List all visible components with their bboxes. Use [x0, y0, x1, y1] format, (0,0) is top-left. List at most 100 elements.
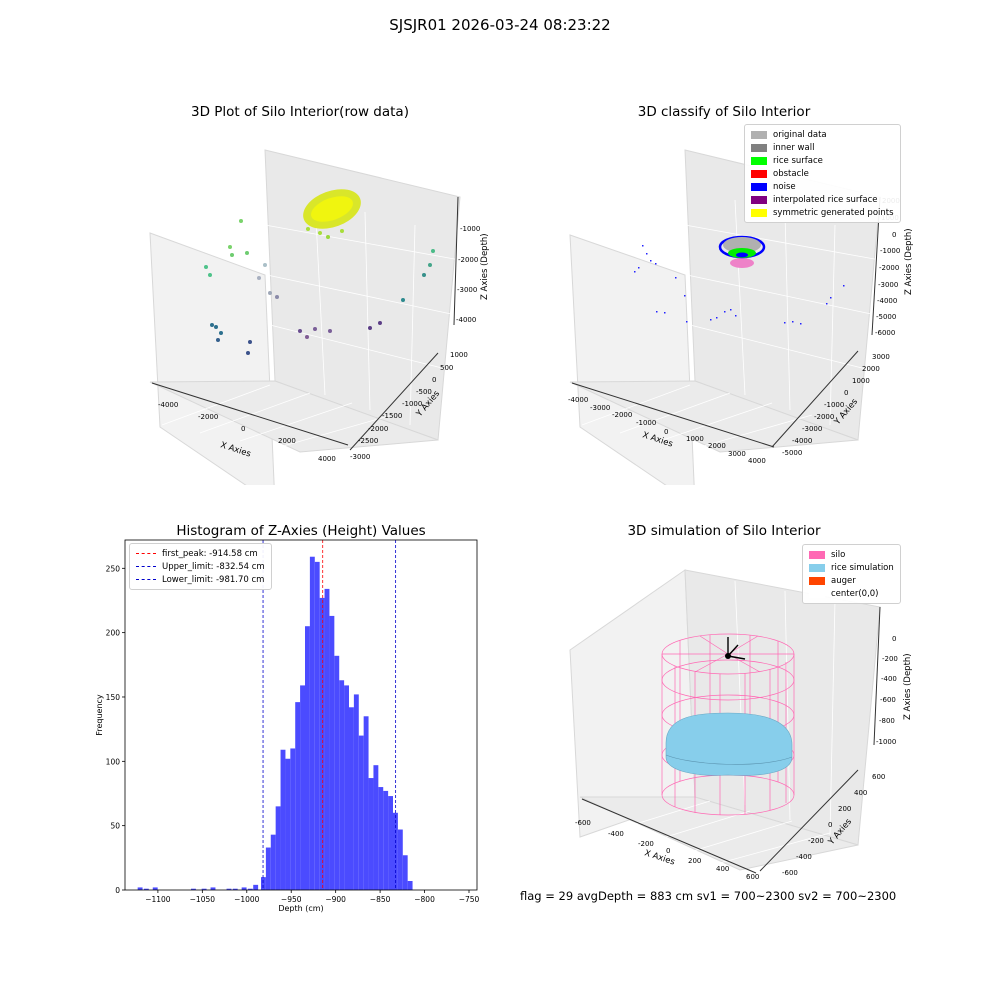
histogram-xtick: −750	[459, 895, 480, 904]
histogram-bar	[373, 765, 379, 890]
panel1-ztick: -1000	[460, 225, 480, 233]
histogram-xtick: −1100	[145, 895, 171, 904]
panel4-xtick: 0	[666, 847, 670, 855]
panel2-ytick: -2000	[814, 413, 834, 421]
panel1-axis-z: -1000 -2000 -3000 -4000 Z Axies (Depth)	[453, 196, 490, 326]
histogram-bar	[353, 694, 359, 890]
histogram-bar	[358, 735, 364, 890]
histogram-bar	[191, 888, 196, 890]
histogram-bar	[152, 887, 158, 890]
legend-swatch	[751, 143, 767, 152]
histogram-bar	[280, 749, 286, 890]
legend-item: noise	[751, 180, 894, 193]
panel4-ztick: -800	[879, 717, 895, 725]
panel4-xtick: 200	[688, 857, 701, 865]
legend-item: first_peak: -914.58 cm	[136, 547, 265, 560]
panel2-ytick: -4000	[792, 437, 812, 445]
panel2-xtick: -3000	[590, 404, 610, 412]
histogram-bar	[270, 834, 276, 890]
histogram-ytick: 200	[106, 629, 121, 638]
histogram-bar	[226, 888, 232, 890]
panel1-ytick: -2000	[368, 425, 388, 433]
panel1-ytick: -2500	[358, 437, 378, 445]
panel2-ytick: 2000	[862, 365, 880, 373]
panel2-ytick: 1000	[852, 377, 870, 385]
histogram-bar	[383, 790, 389, 890]
panel1-ytick: -500	[416, 388, 432, 396]
histogram-bar	[253, 884, 259, 890]
panel2-left-pane	[569, 234, 695, 485]
panel4-ytick: 200	[838, 805, 851, 813]
histogram-bar	[201, 888, 207, 890]
figure-title: SJSJR01 2026-03-24 08:23:22	[389, 16, 611, 34]
panel2-ztick: 0	[892, 231, 896, 239]
panel1-xtick: 4000	[318, 455, 336, 463]
legend-swatch	[751, 156, 767, 165]
histogram-bar	[232, 888, 238, 890]
histogram-bar	[261, 877, 266, 890]
panel2-axis-x: -4000 -3000 -2000 -1000 0 1000 2000 3000…	[568, 382, 775, 465]
histogram-bar	[300, 685, 305, 890]
panel2-xtick: 0	[664, 428, 668, 436]
histogram-bar	[339, 680, 345, 890]
panel1-xtick: -4000	[158, 401, 178, 409]
histogram-ytick: 50	[110, 822, 120, 831]
panel4-axis-y: 600 400 200 0 -200 -400 -600 Y Axies	[759, 769, 885, 877]
histogram-bar	[319, 597, 325, 890]
panel4-rice-simulation	[665, 712, 793, 776]
legend-swatch	[809, 563, 825, 572]
histogram-ylabel: Frequency	[95, 694, 104, 736]
panel4-ytick: 400	[854, 789, 867, 797]
panel2-xtick: -2000	[612, 411, 632, 419]
legend-swatch	[809, 550, 825, 559]
panel4-auger	[725, 637, 746, 660]
panel1-3d-plot: -4000 -2000 0 2000 4000 X Axies 1000 500…	[149, 149, 490, 485]
panel1-ytick: 0	[432, 376, 436, 384]
panel1-xtick: 0	[241, 425, 245, 433]
panel2-interpolated-surface	[730, 258, 754, 268]
histogram-bar	[290, 748, 296, 890]
histogram-bar	[285, 758, 291, 890]
panel4-ztick: -1000	[876, 738, 896, 746]
panel2-axis-z: 2000 1000 0 -1000 -2000 -3000 -4000 -500…	[871, 196, 914, 337]
panel2-floor-pane	[569, 380, 859, 453]
histogram-bar	[324, 588, 330, 890]
histogram-bar	[402, 855, 408, 890]
legend-line	[136, 553, 156, 554]
legend-item: obstacle	[751, 167, 894, 180]
panel2-ytick: -5000	[782, 449, 802, 457]
histogram-bar	[295, 702, 301, 890]
legend-item: Lower_limit: -981.70 cm	[136, 573, 265, 586]
histogram-bar	[309, 556, 315, 890]
panel2-xtick: 1000	[686, 435, 704, 443]
histogram-bar	[368, 778, 374, 890]
panel1-ztick: -4000	[456, 316, 476, 324]
legend-item: original data	[751, 128, 894, 141]
panel4-ztick: -200	[882, 655, 898, 663]
panel2-grid	[581, 199, 881, 448]
panel4-ztick: -600	[880, 696, 896, 704]
histogram-xtick: −1050	[190, 895, 216, 904]
panel4-axis-z: 0 -200 -400 -600 -800 -1000 Z Axies (Dep…	[873, 606, 913, 746]
legend-item: Upper_limit: -832.54 cm	[136, 560, 265, 573]
panel4-ytick: -400	[796, 853, 812, 861]
histogram-bar	[388, 796, 393, 890]
panel1-ztick: -2000	[458, 256, 478, 264]
panel2-noise-core	[736, 252, 748, 258]
panel1-ytick: -1500	[382, 412, 402, 420]
panel4-ytick: -200	[808, 837, 824, 845]
panel4-ytick: 0	[828, 821, 832, 829]
histogram-legend: first_peak: -914.58 cm Upper_limit: -832…	[129, 543, 272, 590]
panel4-zlabel: Z Axies (Depth)	[903, 653, 913, 720]
panel1-surface-core	[310, 196, 354, 222]
histogram-bar	[397, 829, 403, 890]
panel4-ztick: -400	[881, 675, 897, 683]
panel2-ztick: -1000	[880, 247, 900, 255]
legend-swatch	[751, 208, 767, 217]
histogram-chart: −1100 −1050 −1000 −950 −900 −850 −800 −750 0 50 1…	[95, 539, 480, 913]
legend-item: center(0,0)	[809, 587, 894, 600]
histogram-bar	[305, 626, 310, 890]
legend-swatch	[751, 182, 767, 191]
panel2-ytick: 3000	[872, 353, 890, 361]
panel2-ytick: -3000	[802, 425, 822, 433]
